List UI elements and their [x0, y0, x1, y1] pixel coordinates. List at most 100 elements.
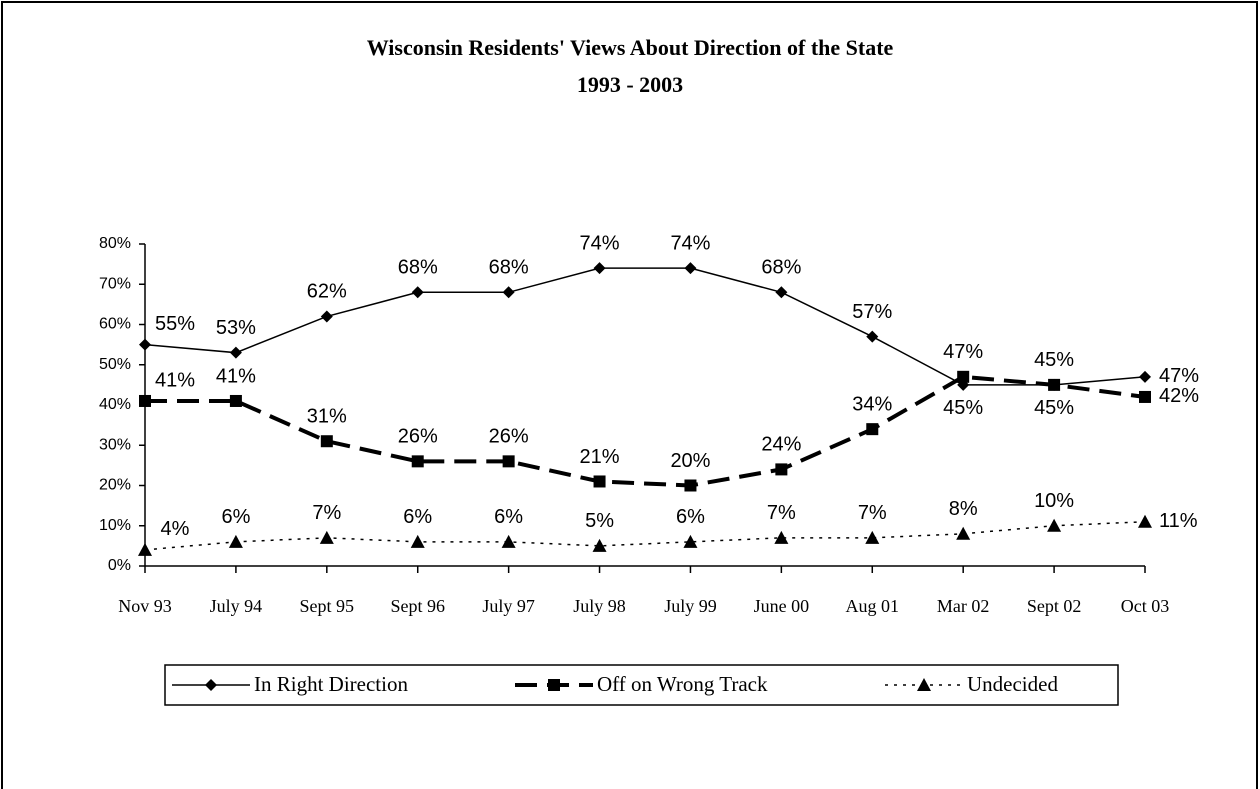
marker [502, 455, 515, 468]
chart-subtitle: 1993 - 2003 [577, 72, 683, 97]
marker [866, 423, 879, 436]
y-tick-label: 30% [99, 436, 131, 453]
legend-box [164, 664, 1119, 706]
marker [865, 530, 880, 544]
marker [683, 534, 698, 548]
data-label: 26% [398, 426, 438, 448]
data-label: 7% [312, 502, 341, 524]
legend-label: In Right Direction [254, 672, 408, 696]
marker [775, 463, 788, 476]
marker [593, 475, 606, 488]
x-tick-label: Nov 93 [118, 596, 172, 616]
data-label: 6% [221, 506, 250, 528]
y-tick-label: 50% [99, 356, 131, 373]
marker [917, 678, 931, 691]
data-label: 74% [670, 232, 710, 254]
marker [866, 330, 879, 343]
data-label: 42% [1159, 385, 1199, 407]
x-tick-label: Sept 95 [300, 596, 355, 616]
marker [138, 542, 152, 556]
marker [957, 370, 970, 383]
marker [205, 679, 217, 691]
data-label: 68% [761, 257, 801, 279]
marker [502, 286, 515, 299]
data-label: 41% [216, 365, 256, 387]
data-label: 68% [489, 257, 529, 279]
marker [684, 479, 697, 492]
data-label: 55% [155, 313, 195, 335]
series-line [144, 520, 1146, 551]
series-line [145, 374, 1146, 488]
marker [229, 346, 242, 359]
x-tick-label: July 99 [664, 596, 717, 616]
data-label: 47% [943, 341, 983, 363]
x-tick-label: July 97 [482, 596, 535, 616]
data-label: 6% [494, 506, 523, 528]
data-label: 45% [1034, 349, 1074, 371]
data-label: 11% [1159, 510, 1198, 532]
marker [775, 286, 788, 299]
y-tick-label: 60% [99, 316, 131, 333]
marker [139, 338, 151, 351]
data-label: 20% [670, 450, 710, 472]
y-tick-label: 10% [99, 517, 131, 534]
data-label: 6% [403, 506, 432, 528]
data-label: 7% [767, 502, 796, 524]
y-tick-label: 70% [99, 275, 131, 292]
x-tick-label: Sept 02 [1027, 596, 1082, 616]
data-label: 24% [761, 434, 801, 456]
data-label: 31% [307, 406, 347, 428]
marker [411, 286, 424, 299]
series-line [144, 267, 1146, 386]
data-label: 10% [1034, 490, 1074, 512]
marker [774, 530, 789, 544]
x-tick-label: July 98 [573, 596, 626, 616]
marker [956, 526, 971, 540]
marker [684, 262, 697, 275]
y-tick-label: 80% [99, 235, 131, 252]
x-tick-label: Mar 02 [937, 596, 990, 616]
marker [320, 310, 333, 323]
marker [320, 435, 333, 448]
data-label: 5% [585, 510, 614, 532]
marker [319, 530, 334, 544]
x-tick-label: Aug 01 [846, 596, 900, 616]
data-label: 4% [161, 518, 190, 540]
marker [229, 394, 242, 407]
data-label: 53% [216, 317, 256, 339]
marker [592, 538, 607, 552]
legend-label: Off on Wrong Track [597, 672, 768, 696]
data-label: 7% [858, 502, 887, 524]
x-tick-label: Oct 03 [1121, 596, 1170, 616]
data-label: 6% [676, 506, 705, 528]
y-tick-label: 0% [108, 557, 131, 574]
data-label: 68% [398, 257, 438, 279]
data-label: 74% [580, 232, 620, 254]
marker [411, 455, 424, 468]
data-label: 26% [489, 426, 529, 448]
marker [548, 679, 560, 691]
x-tick-label: Sept 96 [390, 596, 445, 616]
chart-title: Wisconsin Residents' Views About Directi… [367, 35, 894, 60]
x-tick-label: July 94 [210, 596, 263, 616]
marker [139, 394, 151, 407]
data-label: 21% [580, 446, 620, 468]
data-label: 45% [1034, 397, 1074, 419]
marker [228, 534, 243, 548]
x-tick-label: June 00 [754, 596, 810, 616]
marker [593, 262, 606, 275]
data-label: 62% [307, 281, 347, 303]
data-label: 34% [852, 393, 892, 415]
marker [1138, 514, 1152, 528]
data-label: 45% [943, 397, 983, 419]
data-label: 57% [852, 301, 892, 323]
marker [501, 534, 516, 548]
data-label: 8% [949, 498, 978, 520]
y-tick-label: 40% [99, 396, 131, 413]
marker [1048, 378, 1061, 391]
marker [410, 534, 425, 548]
data-label: 47% [1159, 365, 1199, 387]
marker [1139, 390, 1151, 403]
